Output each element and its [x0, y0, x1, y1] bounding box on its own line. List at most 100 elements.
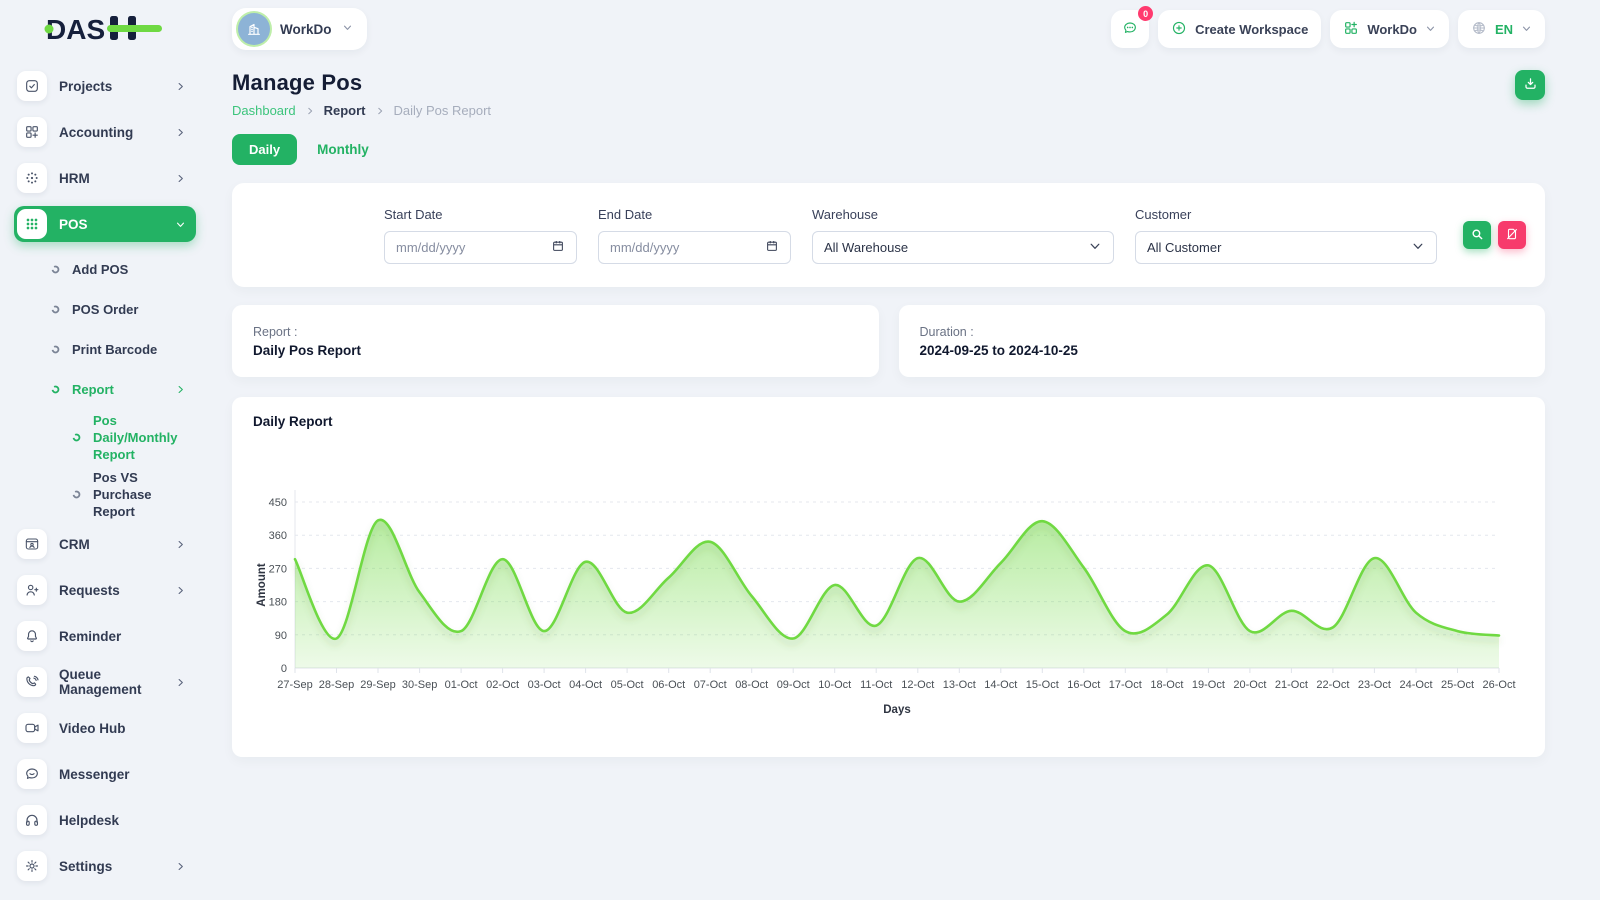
svg-text:09-Oct: 09-Oct [777, 679, 810, 691]
sidebar-item-video-hub[interactable]: Video Hub [14, 710, 196, 746]
sidebar-item-label: POS [59, 217, 88, 232]
sidebar-item-add-pos[interactable]: Add POS [14, 252, 196, 286]
tab-daily[interactable]: Daily [232, 134, 297, 165]
messages-badge: 0 [1138, 6, 1153, 21]
plus-circle-icon [1171, 20, 1187, 39]
language-selector[interactable]: EN [1458, 10, 1545, 48]
sidebar-item-requests[interactable]: Requests [14, 572, 196, 608]
workspace-selector[interactable]: WorkDo [232, 8, 367, 50]
svg-text:Amount: Amount [256, 563, 268, 607]
sidebar-item-label: Projects [59, 79, 112, 94]
chat-icon [17, 759, 47, 789]
svg-text:29-Sep: 29-Sep [360, 679, 395, 691]
tab-monthly[interactable]: Monthly [317, 142, 369, 157]
svg-text:21-Oct: 21-Oct [1275, 679, 1308, 691]
workspace-switcher[interactable]: WorkDo [1330, 10, 1449, 48]
sidebar-item-label: Settings [59, 859, 112, 874]
sidebar-item-settings[interactable]: Settings [14, 848, 196, 884]
sidebar-item-helpdesk[interactable]: Helpdesk [14, 802, 196, 838]
svg-text:0: 0 [281, 663, 287, 675]
messages-button[interactable]: 0 [1111, 10, 1149, 48]
donut-icon [51, 305, 60, 314]
language-code: EN [1495, 22, 1513, 37]
sidebar-item-messenger[interactable]: Messenger [14, 756, 196, 792]
video-icon [17, 713, 47, 743]
sidebar-item-print-barcode[interactable]: Print Barcode [14, 332, 196, 366]
customer-select[interactable]: All Customer [1135, 231, 1437, 264]
sidebar-item-reminder[interactable]: Reminder [14, 618, 196, 654]
chevron-right-icon [175, 127, 186, 138]
svg-text:06-Oct: 06-Oct [652, 679, 685, 691]
breadcrumb-item-daily-pos-report: Daily Pos Report [394, 103, 492, 118]
dots-grid-icon [17, 209, 47, 239]
apply-filter-button[interactable] [1463, 221, 1491, 249]
clear-file-icon [1505, 227, 1519, 244]
sidebar-item-queue-management[interactable]: Queue Management [14, 664, 196, 700]
breadcrumb: Dashboard Report Daily Pos Report [232, 103, 491, 118]
chevron-right-icon [305, 106, 315, 116]
headphones-icon [17, 805, 47, 835]
chevron-down-icon [1088, 239, 1102, 256]
sidebar-item-pos-vs-purchase-report[interactable]: Pos VS Purchase Report [14, 469, 196, 520]
dash-logo[interactable]: DAS [0, 12, 208, 46]
chevron-down-icon [175, 219, 186, 230]
sidebar-item-report[interactable]: Report [14, 372, 196, 406]
app-root: DAS WorkDo 0 Create Workspace [0, 0, 1600, 900]
reset-filter-button[interactable] [1498, 221, 1526, 249]
chevron-right-icon [175, 173, 186, 184]
sidebar-item-label: Reminder [59, 629, 121, 644]
create-workspace-button[interactable]: Create Workspace [1158, 10, 1321, 48]
breadcrumb-item-report[interactable]: Report [324, 103, 366, 118]
check-square-icon [17, 71, 47, 101]
summary-row: Report : Daily Pos Report Duration : 202… [232, 305, 1545, 377]
end-date-input[interactable]: mm/dd/yyyy [598, 231, 791, 264]
download-button[interactable] [1515, 70, 1545, 100]
customer-label: Customer [1135, 207, 1437, 222]
svg-text:02-Oct: 02-Oct [486, 679, 519, 691]
svg-text:30-Sep: 30-Sep [402, 679, 437, 691]
svg-text:26-Oct: 26-Oct [1482, 679, 1515, 691]
filter-card: Start Date mm/dd/yyyy End Date mm/dd/yyy… [232, 183, 1545, 287]
report-summary-card: Report : Daily Pos Report [232, 305, 879, 377]
svg-text:11-Oct: 11-Oct [860, 679, 892, 691]
calendar-icon [551, 239, 565, 256]
sidebar-item-crm[interactable]: CRM [14, 526, 196, 562]
sidebar-item-projects[interactable]: Projects [14, 68, 196, 104]
start-date-input[interactable]: mm/dd/yyyy [384, 231, 577, 264]
chevron-right-icon [175, 677, 186, 688]
chevron-right-icon [175, 81, 186, 92]
sidebar-item-label: Add POS [72, 262, 128, 277]
sidebar-item-label: Pos VS Purchase Report [93, 469, 186, 520]
svg-text:04-Oct: 04-Oct [569, 679, 602, 691]
workspace-switcher-label: WorkDo [1367, 22, 1417, 37]
gear-icon [17, 851, 47, 881]
sidebar-item-pos-order[interactable]: POS Order [14, 292, 196, 326]
chevron-down-icon [1425, 22, 1436, 37]
svg-text:12-Oct: 12-Oct [901, 679, 934, 691]
chevron-right-icon [175, 384, 186, 395]
sidebar-item-label: Helpdesk [59, 813, 119, 828]
sidebar-item-label: CRM [59, 537, 90, 552]
svg-text:20-Oct: 20-Oct [1233, 679, 1266, 691]
svg-text:14-Oct: 14-Oct [984, 679, 1017, 691]
svg-text:270: 270 [269, 563, 287, 575]
svg-text:360: 360 [269, 530, 287, 542]
sidebar-item-label: Queue Management [59, 667, 175, 697]
sidebar-item-pos-daily-monthly-report[interactable]: Pos Daily/Monthly Report [14, 412, 196, 463]
svg-text:18-Oct: 18-Oct [1150, 679, 1183, 691]
svg-text:10-Oct: 10-Oct [818, 679, 851, 691]
sidebar-item-pos[interactable]: POS [14, 206, 196, 242]
sidebar-item-hrm[interactable]: HRM [14, 160, 196, 196]
svg-text:13-Oct: 13-Oct [943, 679, 976, 691]
donut-icon [72, 433, 81, 442]
chat-bubble-icon [1122, 20, 1138, 39]
daily-report-chart-card: Daily Report 09018027036045027-Sep28-Sep… [232, 397, 1545, 757]
duration-summary-card: Duration : 2024-09-25 to 2024-10-25 [899, 305, 1546, 377]
warehouse-select[interactable]: All Warehouse [812, 231, 1114, 264]
sidebar-item-accounting[interactable]: Accounting [14, 114, 196, 150]
breadcrumb-item-dashboard[interactable]: Dashboard [232, 103, 296, 118]
sidebar-item-label: POS Order [72, 302, 138, 317]
svg-text:24-Oct: 24-Oct [1399, 679, 1432, 691]
end-date-label: End Date [598, 207, 791, 222]
calendar-icon [765, 239, 779, 256]
